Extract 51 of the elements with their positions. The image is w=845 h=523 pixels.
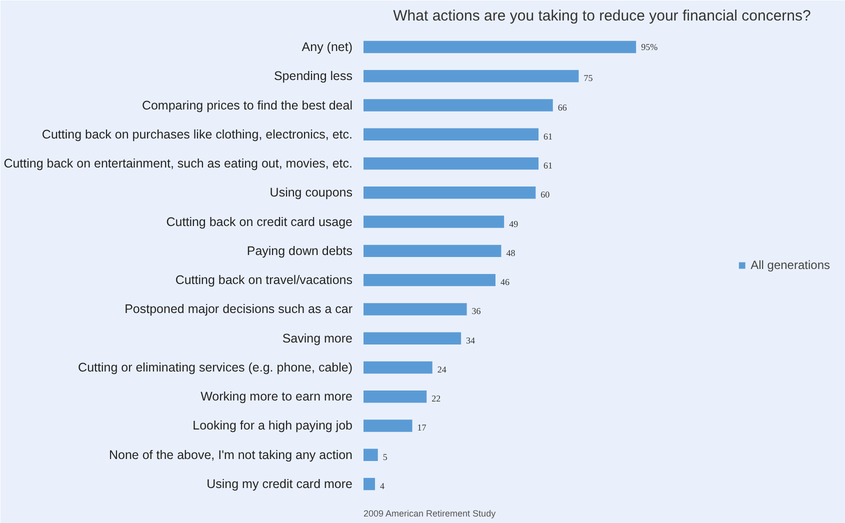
- y-tick-label: Saving more: [282, 331, 353, 346]
- data-label: 95%: [641, 42, 658, 52]
- data-label: 5: [382, 452, 388, 462]
- data-label: 22: [432, 394, 441, 404]
- legend-label: All generations: [750, 258, 830, 272]
- data-label: 17: [417, 422, 427, 433]
- bar: [364, 216, 504, 228]
- bar: [364, 390, 427, 403]
- y-tick-label: Cutting back on purchases like clothing, electronics, etc.: [42, 127, 352, 142]
- data-label: 75: [584, 73, 594, 84]
- bar: [364, 70, 579, 82]
- bar: [364, 478, 375, 490]
- data-label: 60: [540, 190, 550, 200]
- bar: [364, 157, 539, 170]
- y-tick-label: Cutting back on credit card usage: [166, 214, 353, 229]
- bar: [364, 99, 553, 112]
- bar: [364, 244, 502, 258]
- y-tick-label: Spending less: [274, 69, 353, 84]
- y-tick-label: Cutting or eliminating services (e.g. phone, cable): [78, 360, 353, 374]
- y-tick-label: Paying down debts: [246, 244, 353, 258]
- data-label: 61: [544, 131, 553, 142]
- bar: [364, 40, 636, 54]
- y-tick-label: Looking for a high paying job: [192, 418, 353, 433]
- y-tick-label: Cutting back on travel/vacations: [175, 273, 353, 288]
- bar: [364, 186, 536, 199]
- y-tick-label: Using my credit card more: [206, 477, 353, 492]
- y-tick-label: Any (net): [302, 40, 353, 54]
- data-label: 36: [472, 306, 482, 316]
- data-label: 49: [509, 218, 519, 229]
- y-tick-label: Working more to earn more: [200, 390, 353, 404]
- data-label: 24: [437, 364, 447, 374]
- data-label: 66: [558, 102, 568, 112]
- bar: [364, 274, 496, 286]
- bar: [364, 303, 467, 316]
- bar: [364, 361, 432, 374]
- bar: [364, 448, 378, 461]
- y-tick-label: Comparing prices to find the best deal: [142, 98, 353, 112]
- chart-title: What actions are you taking to reduce your financial concerns?: [393, 8, 811, 24]
- data-label: 48: [506, 248, 516, 258]
- y-tick-label: Cutting back on entertainment, such as eating out, movies, etc.: [4, 156, 353, 171]
- y-tick-label: None of the above, I'm not taking any action: [108, 448, 353, 462]
- y-tick-label: Postponed major decisions such as a car: [124, 302, 353, 316]
- data-label: 4: [380, 481, 385, 492]
- bar: [364, 420, 412, 432]
- data-label: 61: [544, 160, 553, 171]
- bar: [364, 332, 462, 344]
- y-tick-label: Using coupons: [270, 186, 353, 200]
- data-label: 46: [500, 277, 510, 288]
- bar: [364, 128, 539, 141]
- text: 2009 American Retirement Study: [364, 508, 496, 518]
- data-label: 34: [466, 335, 476, 346]
